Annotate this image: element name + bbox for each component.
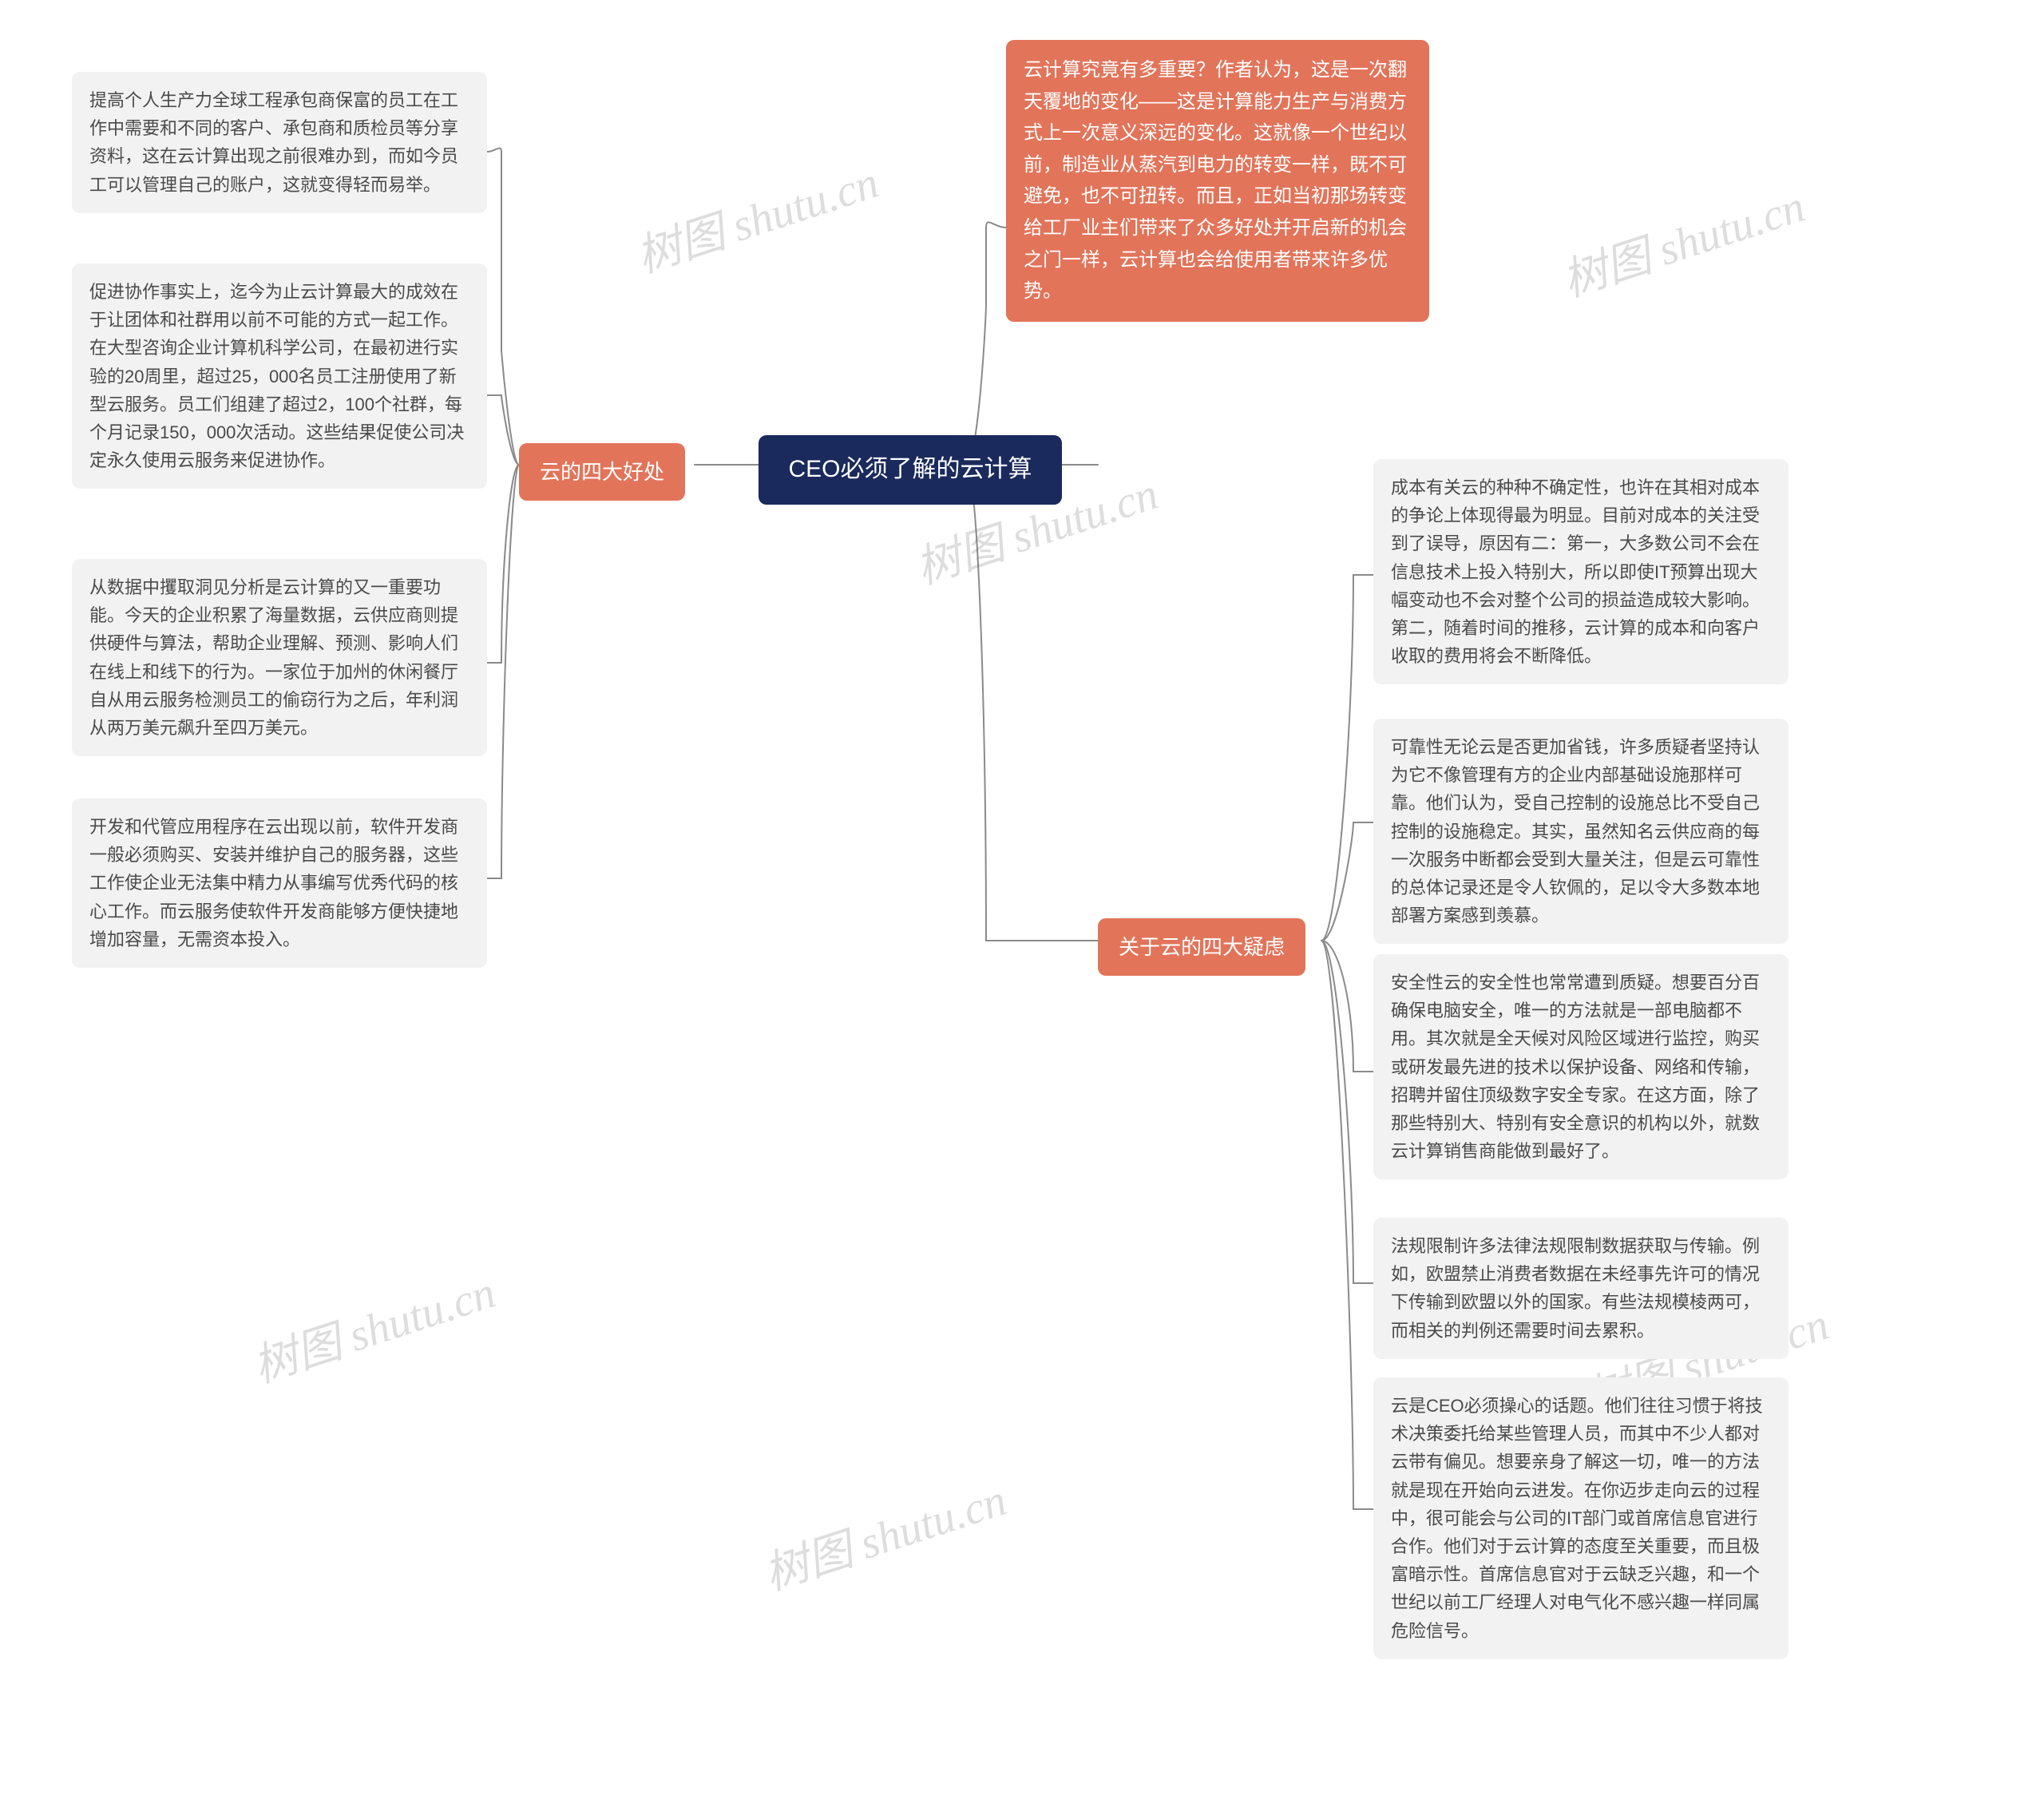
left-leaf-node[interactable]: 促进协作事实上，迄今为止云计算最大的成效在于让团体和社群用以前不可能的方式一起工… bbox=[72, 264, 487, 489]
intro-highlight-node[interactable]: 云计算究竟有多重要？作者认为，这是一次翻天覆地的变化——这是计算能力生产与消费方… bbox=[1006, 40, 1429, 322]
watermark: 树图 shutu.cn bbox=[244, 1256, 502, 1395]
right-leaf-node[interactable]: 可靠性无论云是否更加省钱，许多质疑者坚持认为它不像管理有方的企业内部基础设施那样… bbox=[1373, 719, 1788, 944]
left-leaf-node[interactable]: 开发和代管应用程序在云出现以前，软件开发商一般必须购买、安装并维护自己的服务器，… bbox=[72, 798, 487, 968]
mindmap-canvas: 树图 shutu.cn 树图 shutu.cn 树图 shutu.cn 树图 s… bbox=[0, 0, 2044, 1803]
watermark: 树图 shutu.cn bbox=[627, 146, 885, 285]
right-leaf-node[interactable]: 法规限制许多法律法规限制数据获取与传输。例如，欧盟禁止消费者数据在未经事先许可的… bbox=[1373, 1218, 1788, 1359]
right-section-node[interactable]: 关于云的四大疑虑 bbox=[1098, 918, 1305, 976]
left-section-node[interactable]: 云的四大好处 bbox=[519, 443, 685, 501]
watermark: 树图 shutu.cn bbox=[1553, 170, 1812, 309]
center-node[interactable]: CEO必须了解的云计算 bbox=[759, 435, 1062, 505]
left-leaf-node[interactable]: 提高个人生产力全球工程承包商保富的员工在工作中需要和不同的客户、承包商和质检员等… bbox=[72, 72, 487, 213]
right-leaf-node[interactable]: 成本有关云的种种不确定性，也许在其相对成本的争论上体现得最为明显。目前对成本的关… bbox=[1373, 459, 1788, 684]
left-leaf-node[interactable]: 从数据中攫取洞见分析是云计算的又一重要功能。今天的企业积累了海量数据，云供应商则… bbox=[72, 559, 487, 756]
right-leaf-node[interactable]: 云是CEO必须操心的话题。他们往往习惯于将技术决策委托给某些管理人员，而其中不少… bbox=[1373, 1377, 1788, 1659]
watermark: 树图 shutu.cn bbox=[755, 1464, 1013, 1603]
right-leaf-node[interactable]: 安全性云的安全性也常常遭到质疑。想要百分百确保电脑安全，唯一的方法就是一部电脑都… bbox=[1373, 954, 1788, 1179]
